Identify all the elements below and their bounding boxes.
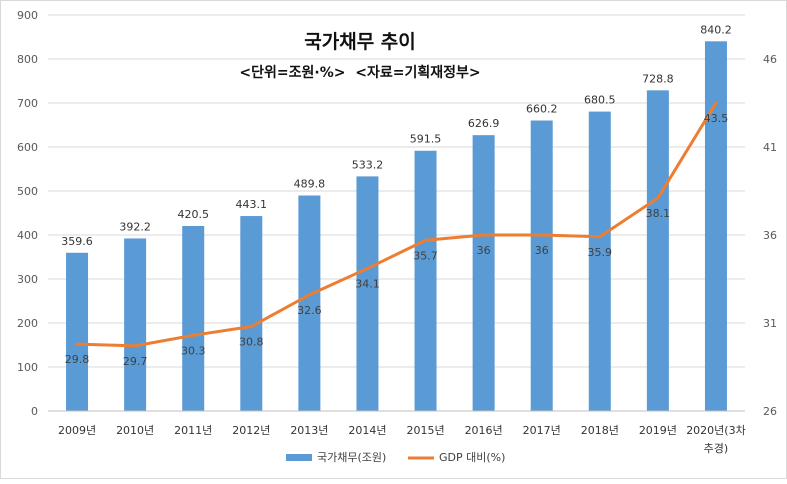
x-tick-label: 2019년 [639, 424, 677, 437]
bar-value-label: 359.6 [61, 235, 93, 248]
x-tick-label: 2015년 [406, 424, 444, 437]
legend-swatch-bar [286, 454, 312, 461]
y-left-tick-label: 100 [17, 361, 38, 374]
bar [240, 216, 263, 411]
line-point [424, 238, 428, 242]
bar [124, 238, 147, 411]
bar [646, 90, 669, 411]
y-left-tick-label: 600 [17, 141, 38, 154]
line-value-label: 29.7 [123, 355, 148, 368]
line-value-label: 34.1 [355, 277, 380, 290]
bar [66, 252, 89, 411]
chart-title: 국가채무 추이 [304, 31, 416, 53]
y-right-tick-label: 31 [763, 317, 777, 330]
line-value-label: 35.9 [588, 246, 613, 259]
bar-value-label: 660.2 [526, 103, 558, 116]
line-value-label: 29.8 [65, 353, 90, 366]
bar-value-label: 680.5 [584, 94, 616, 107]
bar-value-label: 443.1 [236, 198, 268, 211]
line-value-label: 36 [535, 244, 549, 257]
line-series [75, 101, 718, 348]
y-left-tick-label: 0 [31, 405, 38, 418]
x-tick-label: 2012년 [232, 424, 270, 437]
y-right-tick-label: 46 [763, 53, 777, 66]
line-point [482, 233, 486, 237]
line-point [133, 344, 137, 348]
x-tick-label: 2009년 [58, 424, 96, 437]
bar [182, 225, 205, 411]
x-tick-label: 2018년 [581, 424, 619, 437]
line-point [307, 293, 311, 297]
bar-value-label: 728.8 [642, 72, 674, 85]
bar-value-label: 840.2 [700, 23, 732, 36]
legend-label-bar: 국가채무(조원) [317, 451, 386, 464]
y-left-tick-label: 200 [17, 317, 38, 330]
legend: 국가채무(조원) GDP 대비(%) [286, 451, 505, 464]
data-labels: 359.6 392.2 420.5 443.1 489.8 533.2 591.5 626.9… [61, 23, 731, 368]
line-value-label: 36 [477, 244, 491, 257]
bar-value-label: 420.5 [177, 208, 209, 221]
y-left-tick-label: 900 [17, 9, 38, 22]
y-right-tick-label: 36 [763, 229, 777, 242]
bar-value-label: 533.2 [352, 158, 384, 171]
line-point [75, 342, 79, 346]
bar-series [66, 41, 727, 412]
x-tick-label: 2014년 [348, 424, 386, 437]
x-tick-label: 2011년 [174, 424, 212, 437]
bar [588, 111, 611, 411]
x-tick-label: 2017년 [523, 424, 561, 437]
line-path [76, 102, 718, 348]
y-left-tick-label: 500 [17, 185, 38, 198]
line-point [656, 196, 660, 200]
line-point [365, 266, 369, 270]
bar [298, 195, 321, 411]
bar [472, 135, 495, 411]
line-point [598, 235, 602, 239]
x-tick-label: 2016년 [465, 424, 503, 437]
line-value-label: 32.6 [297, 304, 322, 317]
bar-value-label: 626.9 [468, 117, 500, 130]
line-point [540, 233, 544, 237]
line-point [714, 101, 718, 105]
y-left-tick-label: 400 [17, 229, 38, 242]
line-value-label: 30.3 [181, 344, 206, 357]
bar [704, 41, 727, 411]
x-tick-label: 2010년 [116, 424, 154, 437]
y-left-tick-label: 300 [17, 273, 38, 286]
bar [356, 176, 379, 411]
line-value-label: 43.5 [704, 112, 729, 125]
line-value-label: 30.8 [239, 336, 264, 349]
y-left-tick-label: 700 [17, 97, 38, 110]
bar [414, 150, 437, 412]
line-point [249, 325, 253, 329]
chart-subtitle: <단위=조원·%> <자료=기획재정부> [239, 64, 480, 81]
line-point [191, 333, 195, 337]
line-value-label: 35.7 [413, 249, 438, 262]
bar [530, 120, 553, 412]
bar-value-label: 489.8 [294, 177, 326, 190]
y-right-tick-label: 26 [763, 405, 777, 418]
y-left-tick-label: 800 [17, 53, 38, 66]
bar-value-label: 392.2 [119, 220, 151, 233]
x-tick-label: 2020년(3차 추경) [686, 424, 746, 455]
y-right-tick-label: 41 [763, 141, 777, 154]
bar-value-label: 591.5 [410, 133, 442, 146]
x-tick-label: 2013년 [290, 424, 328, 437]
axes: 0 100 200 300 400 500 600 700 800 900 26 31 36 41 46 20… [17, 9, 777, 455]
legend-label-line: GDP 대비(%) [439, 451, 505, 464]
line-value-label: 38.1 [646, 207, 671, 220]
